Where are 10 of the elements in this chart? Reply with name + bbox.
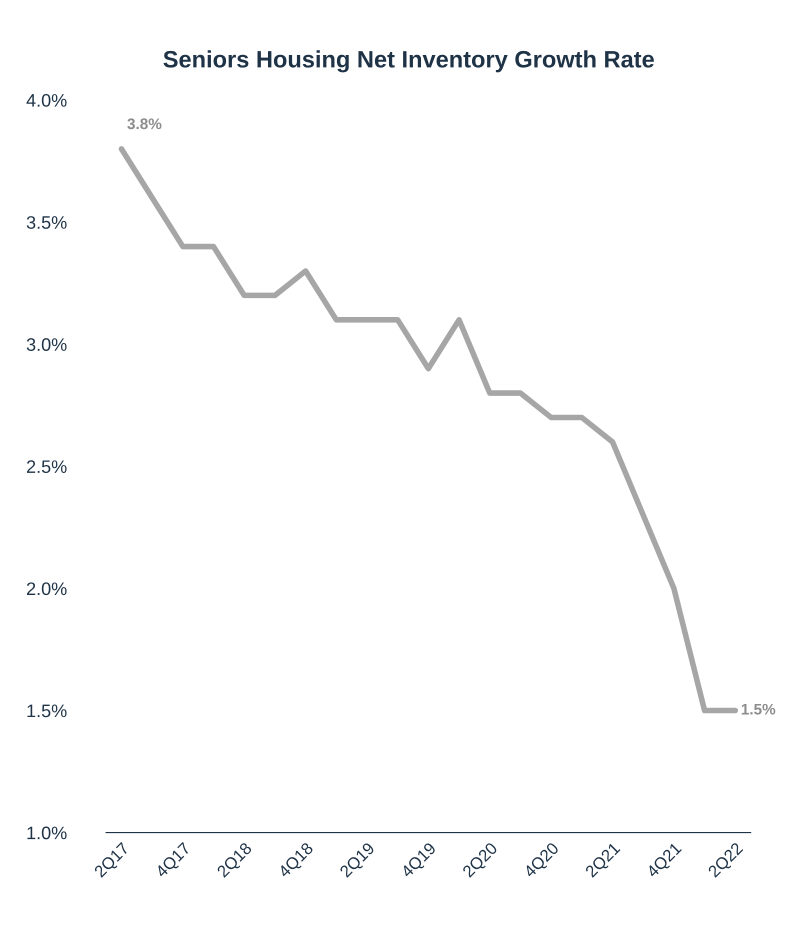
y-tick-label: 1.5% bbox=[27, 704, 67, 718]
y-tick-label: 3.0% bbox=[26, 338, 67, 351]
y-tick-label: 4.0% bbox=[26, 94, 67, 107]
y-tick-label: 2.0% bbox=[26, 582, 67, 596]
chart-title: Seniors Housing Net Inventory Growth Rate bbox=[163, 50, 654, 72]
data-label: 1.5% bbox=[742, 704, 776, 715]
data-label: 3.8% bbox=[127, 118, 162, 130]
y-tick-label: 3.5% bbox=[26, 216, 67, 229]
y-tick-label: 1.0% bbox=[27, 826, 67, 840]
y-tick-label: 2.5% bbox=[26, 460, 67, 474]
